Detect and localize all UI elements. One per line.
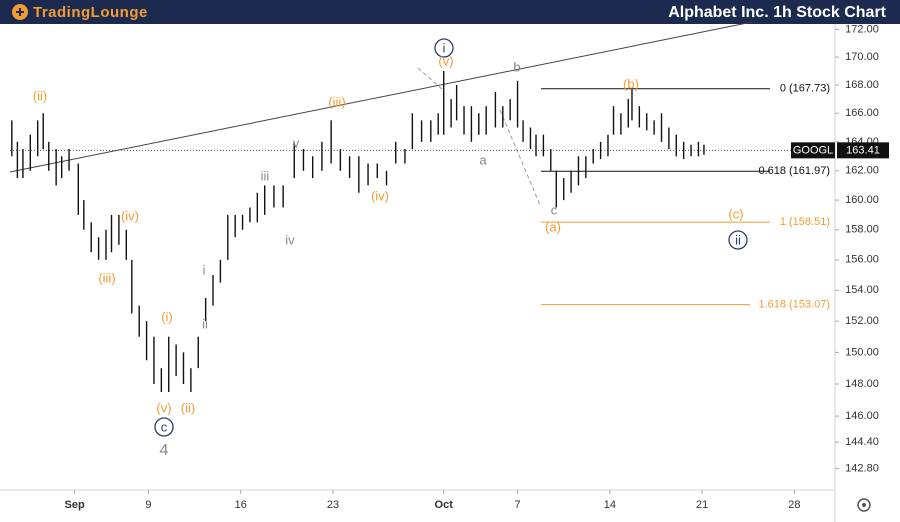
x-tick-label: Sep [65,499,85,511]
wave-label: i [443,40,446,55]
x-tick-label: 23 [327,499,339,511]
wave-circle [434,38,454,58]
y-tick-label: 166.00 [845,107,879,119]
wave-label: (v) [438,53,453,68]
wave-label: (a) [545,219,561,234]
price-tag [837,142,889,159]
fib-label: 1 (158.51) [780,216,830,228]
x-tick-label: 7 [514,499,520,511]
wave-label: (b) [623,76,639,91]
y-tick-label: 154.00 [845,284,879,296]
wave-label: c [551,202,558,217]
wave-label: (ii) [33,88,47,103]
wave-label: (i) [161,309,173,324]
settings-icon-dot [862,503,866,507]
wave-label: (iv) [371,188,389,203]
y-tick-label: 168.00 [845,79,879,91]
x-tick-label: 21 [696,499,708,511]
y-tick-label: 148.00 [845,378,879,390]
x-tick-label: 16 [235,499,247,511]
wave-label: (ii) [181,400,195,415]
y-tick-label: 144.40 [845,436,879,448]
chart-title: Alphabet Inc. 1h Stock Chart [668,4,886,21]
y-tick-label: 142.80 [845,462,879,474]
y-tick-label: 160.00 [845,194,879,206]
wave-label: (iii) [328,94,345,109]
logo-mark [16,8,24,16]
y-tick-label: 146.00 [845,410,879,422]
wave-label: i [203,262,206,277]
wave-label: (c) [728,206,743,221]
x-tick-label: Oct [435,499,454,511]
wave-label: iv [285,232,295,247]
wave-label: 4 [160,442,169,459]
symbol-tag [791,142,835,159]
wave-label: c [161,419,168,434]
y-tick-label: 172.00 [845,23,879,35]
wave-label: ii [735,232,741,247]
wave-label: (iii) [98,270,115,285]
wave-label: (v) [156,400,171,415]
x-tick-label: 9 [145,499,151,511]
y-tick-label: 170.00 [845,51,879,63]
fib-label: 0.618 (161.97) [758,165,830,177]
wave-connector [499,109,541,206]
wave-circle [154,417,174,437]
y-tick-label: 150.00 [845,346,879,358]
y-tick-label: 162.00 [845,165,879,177]
wave-label: iii [261,168,270,183]
symbol-label: GOOGL [793,144,833,156]
brand: TradingLounge [33,4,148,21]
wave-label: (iv) [121,208,139,223]
wave-label: b [513,59,520,74]
x-tick-label: 14 [604,499,616,511]
y-tick-label: 158.00 [845,224,879,236]
price-label: 163.41 [846,144,880,156]
wave-label: v [293,135,300,150]
wave-connector [417,67,444,91]
wave-label: a [479,152,487,167]
y-tick-label: 156.00 [845,254,879,266]
trend-line [9,21,753,173]
wave-circle [728,230,748,250]
fib-label: 0 (167.73) [780,83,830,95]
fib-label: 1.618 (153.07) [758,298,830,310]
header-bar [0,0,900,24]
x-tick-label: 28 [788,499,800,511]
wave-label: ii [202,316,208,331]
y-tick-label: 152.00 [845,315,879,327]
settings-icon[interactable] [857,498,871,512]
